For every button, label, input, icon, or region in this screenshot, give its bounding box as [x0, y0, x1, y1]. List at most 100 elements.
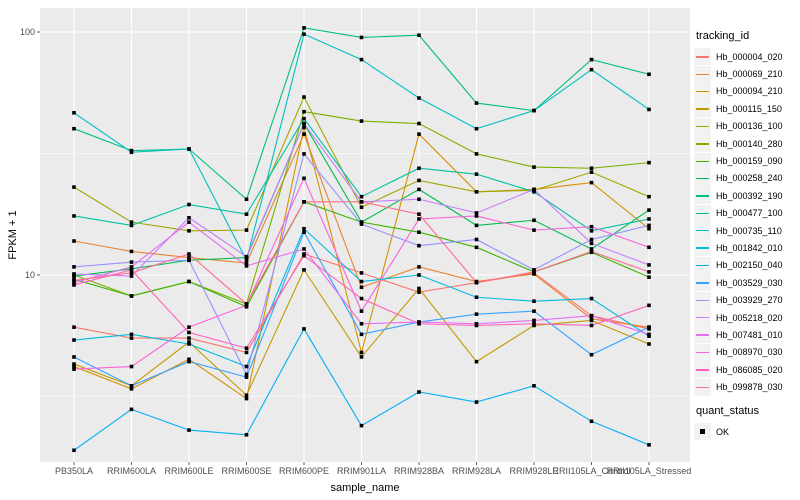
- data-point: [72, 355, 76, 359]
- data-point: [589, 352, 594, 357]
- line-key-icon: [694, 222, 711, 240]
- legend-label: Hb_000069_210: [716, 69, 783, 80]
- data-point: [129, 336, 134, 340]
- legend-item: Hb_099878_030: [694, 378, 783, 396]
- data-point: [474, 126, 479, 131]
- data-point: [244, 258, 249, 263]
- legend-label: Hb_000136_100: [716, 121, 783, 132]
- data-point: [72, 448, 76, 453]
- data-point: [417, 321, 421, 326]
- y-tick-label: 10: [25, 270, 35, 280]
- data-point: [187, 342, 191, 346]
- x-tick-label: RRIM901LA: [337, 466, 386, 476]
- legend-item: Hb_086085_020: [694, 361, 783, 379]
- data-point: [359, 222, 364, 226]
- data-point: [72, 367, 76, 371]
- legend-label: Hb_000159_090: [716, 156, 783, 167]
- data-point: [129, 223, 134, 228]
- data-point: [302, 132, 306, 136]
- minor-gridlines: [40, 153, 690, 397]
- data-point: [647, 160, 651, 165]
- color-legend-title: tracking_id: [696, 30, 750, 42]
- data-point: [532, 268, 536, 272]
- data-point: [187, 340, 191, 344]
- data-point: [244, 372, 249, 377]
- data-point: [302, 247, 306, 251]
- legend-item: Hb_000136_100: [694, 117, 783, 135]
- data-point: [187, 229, 191, 233]
- point-key-icon: [694, 423, 711, 441]
- legend-label: Hb_008970_030: [716, 347, 783, 358]
- legend-label: Hb_000392_190: [716, 190, 783, 201]
- data-point: [129, 271, 134, 275]
- data-point: [532, 270, 536, 274]
- data-point: [244, 375, 249, 379]
- line-key-icon: [694, 239, 711, 257]
- data-point: [302, 226, 306, 231]
- data-point: [302, 109, 306, 114]
- data-point: [589, 241, 594, 246]
- data-point: [532, 321, 536, 326]
- line-key-icon: [694, 291, 711, 309]
- data-point: [474, 245, 479, 250]
- data-point: [589, 247, 594, 251]
- data-point: [302, 327, 306, 331]
- data-point: [589, 166, 594, 171]
- data-point: [417, 286, 421, 291]
- data-point: [417, 265, 421, 269]
- data-point: [359, 271, 364, 275]
- data-point: [129, 249, 134, 254]
- data-point: [474, 101, 479, 105]
- data-point: [302, 95, 306, 99]
- data-point: [72, 278, 76, 283]
- y-tick-label: 100: [20, 27, 35, 37]
- legend-item: Hb_005218_020: [694, 309, 783, 327]
- legend-label: Hb_001842_010: [716, 242, 783, 253]
- data-point: [359, 194, 364, 199]
- data-point: [647, 303, 651, 308]
- data-point: [532, 218, 536, 223]
- legend-item: Hb_002150_040: [694, 256, 783, 274]
- x-tick-label: RRIM600SE: [221, 466, 271, 476]
- x-tick-label: RRIM600LA: [107, 466, 156, 476]
- legend-label: Hb_003929_270: [716, 295, 783, 306]
- data-point: [72, 239, 76, 243]
- data-point: [72, 214, 76, 218]
- data-point: [244, 364, 249, 369]
- data-point: [417, 96, 421, 100]
- legend-label: Hb_000094_210: [716, 86, 783, 97]
- legend-item: Hb_008970_030: [694, 343, 783, 361]
- plot-panel: [40, 8, 690, 462]
- data-point: [647, 217, 651, 221]
- data-point: [532, 108, 536, 113]
- legend-item: Hb_000477_100: [694, 204, 783, 222]
- data-point: [417, 217, 421, 221]
- legend-label: Hb_000477_100: [716, 208, 783, 219]
- data-point: [474, 280, 479, 285]
- line-key-icon: [694, 135, 711, 153]
- data-point: [244, 212, 249, 216]
- data-point: [359, 119, 364, 123]
- data-point: [417, 187, 421, 192]
- legend-item: Hb_000735_110: [694, 222, 783, 240]
- line-key-icon: [694, 343, 711, 361]
- data-point: [589, 296, 594, 301]
- data-point: [129, 260, 134, 264]
- line-key-icon: [694, 204, 711, 222]
- data-point: [474, 214, 479, 218]
- data-point: [532, 187, 536, 192]
- data-point: [72, 364, 76, 369]
- legend-item: Hb_000140_280: [694, 135, 783, 153]
- legend-item: Hb_003929_270: [694, 291, 783, 309]
- data-point: [244, 254, 249, 259]
- data-point: [187, 202, 191, 207]
- data-point: [474, 172, 479, 176]
- data-point: [244, 261, 249, 265]
- legend-item: Hb_000392_190: [694, 187, 783, 205]
- data-point: [417, 243, 421, 248]
- data-point: [359, 279, 364, 284]
- line-key-icon: [694, 274, 711, 292]
- data-point: [532, 165, 536, 169]
- data-point: [72, 274, 76, 278]
